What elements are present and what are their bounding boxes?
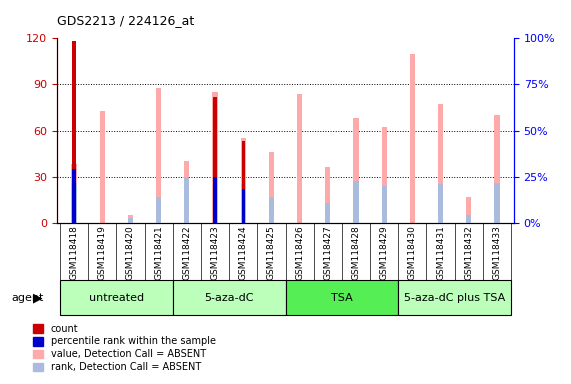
Text: GSM118418: GSM118418 <box>70 225 79 280</box>
Bar <box>73 41 76 223</box>
Bar <box>494 183 500 223</box>
Bar <box>494 115 500 223</box>
Bar <box>242 189 245 223</box>
Bar <box>60 280 172 315</box>
Bar <box>325 203 331 223</box>
Bar <box>438 184 443 223</box>
Bar <box>438 104 443 223</box>
Text: 5-aza-dC: 5-aza-dC <box>204 293 254 303</box>
Text: GDS2213 / 224126_at: GDS2213 / 224126_at <box>57 14 194 27</box>
Bar <box>214 97 217 223</box>
Text: agent: agent <box>11 293 44 303</box>
Bar <box>172 280 286 315</box>
Text: GSM118426: GSM118426 <box>295 225 304 280</box>
Bar <box>297 94 302 223</box>
Text: 5-aza-dC plus TSA: 5-aza-dC plus TSA <box>404 293 505 303</box>
Bar <box>240 138 246 223</box>
Bar <box>100 111 104 223</box>
Bar <box>156 197 161 223</box>
Text: untreated: untreated <box>89 293 144 303</box>
Text: GSM118431: GSM118431 <box>436 225 445 280</box>
Bar <box>240 184 246 223</box>
Text: GSM118427: GSM118427 <box>323 225 332 280</box>
Bar <box>184 177 190 223</box>
Bar <box>269 197 274 223</box>
Bar <box>325 167 331 223</box>
Bar <box>381 186 387 223</box>
Bar <box>156 88 161 223</box>
Bar <box>410 54 415 223</box>
Text: ▶: ▶ <box>33 291 43 304</box>
Bar <box>353 118 359 223</box>
Bar <box>242 141 245 223</box>
Text: GSM118419: GSM118419 <box>98 225 107 280</box>
Bar <box>286 280 399 315</box>
Bar <box>269 152 274 223</box>
Bar <box>467 215 471 223</box>
Bar <box>71 183 77 223</box>
Text: GSM118430: GSM118430 <box>408 225 417 280</box>
Text: GSM118429: GSM118429 <box>380 225 389 280</box>
Legend: count, percentile rank within the sample, value, Detection Call = ABSENT, rank, : count, percentile rank within the sample… <box>34 324 216 372</box>
Text: GSM118423: GSM118423 <box>211 225 219 280</box>
Text: GSM118422: GSM118422 <box>182 225 191 280</box>
Bar <box>184 161 190 223</box>
Text: TSA: TSA <box>331 293 353 303</box>
Text: GSM118420: GSM118420 <box>126 225 135 280</box>
Text: GSM118428: GSM118428 <box>352 225 360 280</box>
Text: GSM118425: GSM118425 <box>267 225 276 280</box>
Bar <box>128 218 133 223</box>
Bar <box>214 177 217 223</box>
Bar <box>467 197 471 223</box>
Text: GSM118421: GSM118421 <box>154 225 163 280</box>
Bar <box>71 164 77 223</box>
Text: GSM118432: GSM118432 <box>464 225 473 280</box>
Bar <box>399 280 511 315</box>
Text: GSM118424: GSM118424 <box>239 225 248 280</box>
Text: GSM118433: GSM118433 <box>492 225 501 280</box>
Bar <box>353 181 359 223</box>
Bar <box>128 215 133 223</box>
Bar <box>73 169 76 223</box>
Bar <box>381 127 387 223</box>
Bar <box>212 92 218 223</box>
